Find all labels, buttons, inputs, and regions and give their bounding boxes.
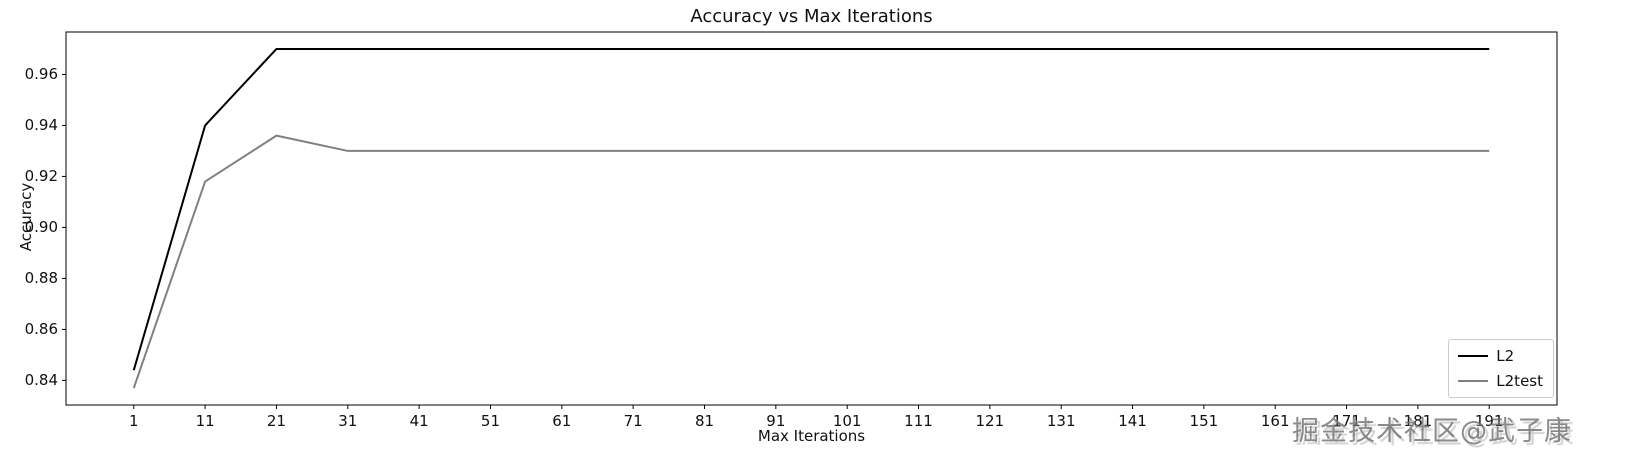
y-tick-label: 0.96: [24, 65, 58, 84]
y-tick-label: 0.88: [24, 269, 58, 288]
x-tick-label: 1: [128, 412, 139, 430]
series-line-l2: [132, 47, 1490, 371]
x-tick-label: 11: [195, 412, 215, 430]
x-tick-label: 161: [1260, 412, 1290, 430]
y-tick-label: 0.94: [24, 116, 58, 135]
x-tick-label: 41: [409, 412, 429, 430]
legend-label: L2test: [1496, 372, 1543, 390]
x-tick-label: 101: [832, 412, 862, 430]
x-tick-label: 111: [904, 412, 933, 430]
y-tick-label: 0.90: [24, 218, 58, 237]
x-tick-label: 131: [1046, 412, 1076, 430]
plot-border: [65, 31, 1558, 406]
x-tick-label: 91: [766, 412, 786, 430]
x-tick-label: 51: [480, 412, 501, 430]
chart-title: Accuracy vs Max Iterations: [690, 6, 933, 27]
series-line-l2test: [132, 134, 1490, 389]
x-tick-label: 31: [338, 412, 358, 430]
legend: L2 L2test: [1448, 339, 1554, 398]
x-tick-label: 81: [694, 412, 715, 430]
legend-entry-l2test: L2test: [1458, 372, 1543, 390]
x-tick-label: 151: [1189, 412, 1219, 430]
watermark: 掘金技术社区@武子康: [1292, 416, 1572, 447]
y-tick-label: 0.92: [24, 167, 58, 186]
x-tick-label: 181: [1403, 412, 1433, 430]
legend-line-swatch: [1458, 380, 1489, 382]
x-tick-label: 21: [266, 412, 286, 430]
legend-entry-l2: L2: [1458, 347, 1543, 365]
x-tick-label: 121: [975, 412, 1005, 430]
legend-line-swatch: [1458, 355, 1489, 357]
x-tick-label: 141: [1118, 412, 1147, 430]
y-tick-label: 0.84: [24, 371, 58, 390]
x-axis-label: Max Iterations: [757, 427, 866, 445]
y-tick-label: 0.86: [24, 320, 58, 339]
x-tick-label: 61: [552, 412, 572, 430]
x-tick-label: 71: [623, 412, 643, 430]
x-tick-label: 191: [1474, 412, 1504, 430]
legend-label: L2: [1496, 347, 1515, 365]
x-tick-label: 171: [1332, 412, 1361, 430]
